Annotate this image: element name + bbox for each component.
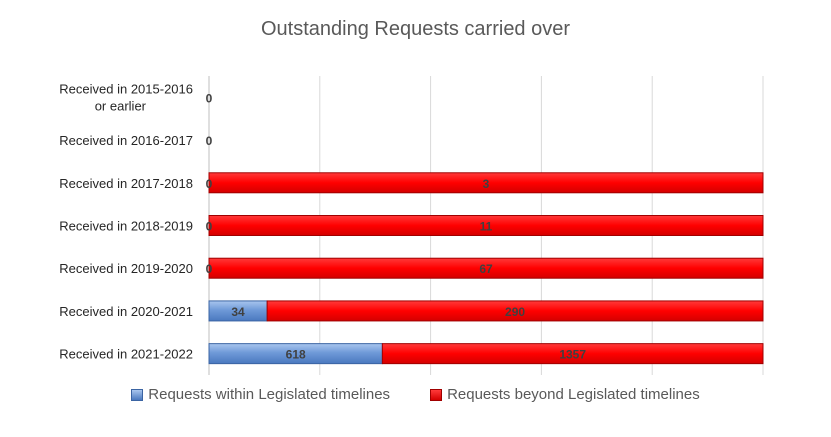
value-label-beyond: 1357 <box>559 348 586 362</box>
value-label-within: 34 <box>231 305 245 319</box>
value-label-within: 0 <box>206 220 213 234</box>
labels: Received in 2015-2016 or earlier 0 Received… <box>59 81 586 361</box>
bar-beyond <box>381 343 764 365</box>
value-label-beyond: 290 <box>505 305 525 319</box>
value-label-within: 0 <box>206 262 213 276</box>
category-label: Received in 2017-2018 <box>59 176 193 191</box>
value-label-beyond: 67 <box>479 262 493 276</box>
category-label: Received in 2019-2020 <box>59 261 193 276</box>
legend-label-beyond: Requests beyond Legislated timelines <box>447 386 700 403</box>
bars <box>208 172 764 365</box>
value-label-within: 0 <box>206 91 213 105</box>
bar-beyond <box>208 172 764 194</box>
category-label: Received in 2016-2017 <box>59 133 193 148</box>
category-label: Received in 2021-2022 <box>59 347 193 362</box>
bar-beyond <box>208 257 764 279</box>
legend-swatch-beyond <box>430 388 443 401</box>
category-label: Received in 2018-2019 <box>59 219 193 234</box>
legend-item-beyond: Requests beyond Legislated timelines <box>430 386 700 403</box>
legend-item-within: Requests within Legislated timelines <box>131 386 390 403</box>
chart-title: Outstanding Requests carried over <box>260 18 571 40</box>
value-label-beyond: 3 <box>483 177 490 191</box>
legend-swatch-within <box>131 388 144 401</box>
value-label-beyond: 11 <box>480 220 493 234</box>
bar-beyond <box>266 300 764 322</box>
legend-label-within: Requests within Legislated timelines <box>148 386 391 403</box>
value-label-within: 0 <box>206 177 213 191</box>
category-label: Received in 2020-2021 <box>59 304 193 319</box>
legend: Requests within Legislated timelines Req… <box>0 386 831 403</box>
bar-beyond <box>208 215 764 236</box>
value-label-within: 618 <box>286 348 306 362</box>
value-label-within: 0 <box>206 134 213 148</box>
category-label: Received in 2015-2016 or earlier <box>59 81 193 113</box>
